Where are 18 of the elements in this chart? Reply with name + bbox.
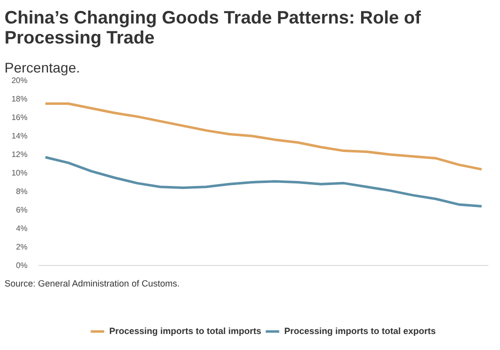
legend-label: Processing imports to total imports <box>109 326 262 336</box>
source-note: Source: General Administration of Customs. <box>4 278 180 288</box>
y-tick-label: 16% <box>11 113 28 122</box>
y-tick-label: 18% <box>11 94 28 104</box>
chart-title: China’s Changing Goods Trade Patterns: Role of Processing Trade <box>4 8 422 48</box>
line-series <box>44 102 483 171</box>
y-tick-label: 4% <box>16 224 28 233</box>
y-tick-label: 12% <box>11 150 28 159</box>
y-tick-label: 8% <box>16 187 28 196</box>
legend-label: Processing imports to total exports <box>284 326 436 336</box>
y-tick-label: 6% <box>16 206 28 214</box>
y-tick-label: 10% <box>11 168 28 178</box>
line-series <box>44 156 483 208</box>
y-tick-label: 20% <box>11 76 28 85</box>
y-tick-label: 14% <box>11 132 28 140</box>
y-tick-label: 0% <box>16 261 28 270</box>
chart-subtitle: Percentage. <box>4 60 80 76</box>
y-tick-label: 2% <box>16 242 28 252</box>
